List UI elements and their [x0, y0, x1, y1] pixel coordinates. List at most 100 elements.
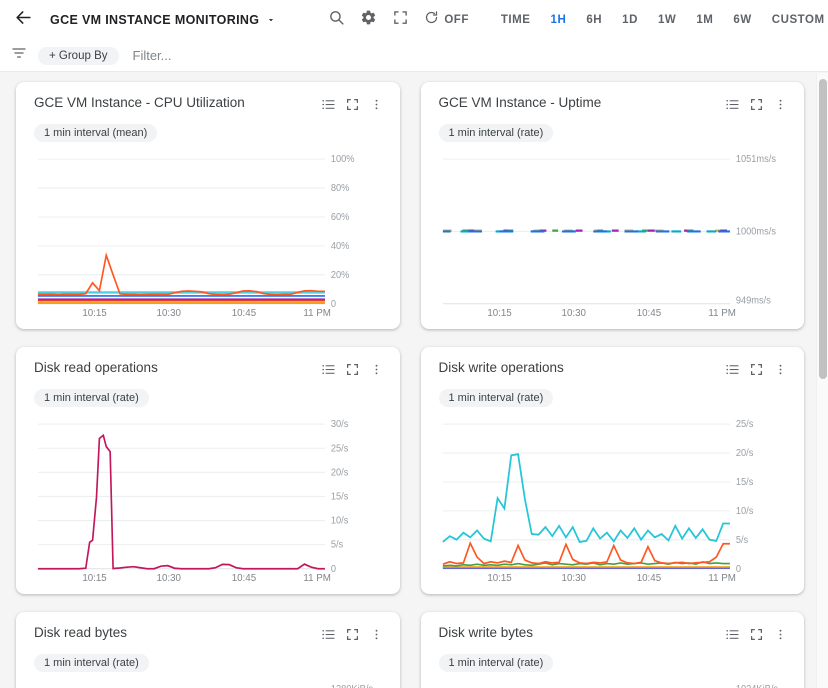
vertical-scrollbar[interactable]	[816, 73, 828, 688]
plot-area[interactable]: 1051ms/s 1000ms/s 949ms/s 10:15 10:30	[439, 151, 791, 319]
range-tab-6h[interactable]: 6H	[586, 14, 603, 26]
list-legend-icon[interactable]	[319, 625, 338, 644]
y-tick-label: 1280KiB/s	[331, 684, 374, 688]
chart-card-disk-read-operations[interactable]: Disk read operations 1 min interval (rat…	[16, 347, 400, 594]
fullscreen-button[interactable]	[384, 5, 416, 35]
chart-card-cpu-utilization[interactable]: GCE VM Instance - CPU Utilization 1 min …	[16, 82, 400, 329]
range-tab-1d[interactable]: 1D	[622, 14, 638, 26]
svg-text:10/s: 10/s	[331, 515, 349, 526]
svg-text:25/s: 25/s	[331, 443, 349, 454]
expand-icon[interactable]	[747, 95, 766, 114]
chart-card-disk-write-operations[interactable]: Disk write operations 1 min interval (ra…	[420, 347, 804, 594]
interval-chip: 1 min interval (rate)	[438, 654, 554, 672]
range-tab-1h[interactable]: 1H	[550, 14, 567, 26]
more-vert-icon[interactable]	[367, 95, 386, 114]
list-legend-icon[interactable]	[319, 360, 338, 379]
more-vert-icon[interactable]	[771, 360, 790, 379]
filter-list-button[interactable]	[6, 43, 32, 69]
chart-svg-disk-read-ops: 30/s 25/s 20/s 15/s 10/s 5/s 0 10:15 10:…	[37, 419, 349, 584]
card-header: GCE VM Instance - CPU Utilization	[34, 94, 386, 114]
group-by-chip[interactable]: + Group By	[38, 46, 119, 65]
scrollbar-thumb[interactable]	[819, 79, 827, 379]
card-title: Disk write operations	[438, 360, 564, 375]
expand-icon[interactable]	[343, 625, 362, 644]
range-tab-1m[interactable]: 1M	[696, 14, 714, 26]
expand-icon[interactable]	[343, 360, 362, 379]
time-label: TIME	[500, 14, 531, 26]
svg-text:11 PM: 11 PM	[303, 573, 330, 584]
refresh-icon	[424, 10, 439, 30]
svg-text:11 PM: 11 PM	[303, 308, 330, 319]
search-button[interactable]	[320, 5, 352, 35]
chart-card-disk-read-bytes[interactable]: Disk read bytes 1 min interval (rate)	[16, 612, 400, 688]
chart-grid: GCE VM Instance - CPU Utilization 1 min …	[0, 73, 828, 688]
svg-text:20/s: 20/s	[735, 448, 753, 459]
card-actions	[723, 625, 790, 644]
x-tick-labels: 10:15 10:30 10:45 11 PM	[487, 308, 736, 319]
expand-icon[interactable]	[747, 360, 766, 379]
svg-text:15/s: 15/s	[735, 477, 753, 488]
plot-area[interactable]: 1280KiB/s	[34, 681, 386, 688]
plot-area[interactable]: 1024KiB/s	[439, 681, 791, 688]
chart-card-disk-write-bytes[interactable]: Disk write bytes 1 min interval (rate)	[420, 612, 804, 688]
back-button[interactable]	[10, 7, 36, 33]
interval-chip: 1 min interval (rate)	[34, 654, 149, 672]
svg-text:11 PM: 11 PM	[708, 573, 735, 584]
svg-text:10/s: 10/s	[735, 506, 753, 517]
svg-text:80%: 80%	[331, 183, 350, 194]
gridlines	[442, 423, 730, 570]
y-tick-labels: 100% 80% 60% 40% 20% 0	[331, 154, 355, 310]
series-lines	[37, 433, 325, 570]
svg-text:10:15: 10:15	[487, 573, 512, 584]
svg-text:10:45: 10:45	[232, 308, 257, 319]
plot-area[interactable]: 30/s 25/s 20/s 15/s 10/s 5/s 0 10:15 10:…	[34, 416, 386, 584]
svg-text:10:15: 10:15	[82, 308, 107, 319]
chevron-down-icon[interactable]	[266, 15, 276, 25]
list-legend-icon[interactable]	[723, 625, 742, 644]
chart-card-uptime[interactable]: GCE VM Instance - Uptime 1 min interval …	[420, 82, 804, 329]
card-actions	[319, 95, 386, 114]
svg-text:10:45: 10:45	[636, 573, 661, 584]
filter-input[interactable]	[130, 42, 816, 69]
x-tick-labels: 10:15 10:30 10:45 11 PM	[82, 308, 331, 319]
fullscreen-icon	[393, 10, 408, 30]
more-vert-icon[interactable]	[367, 625, 386, 644]
more-vert-icon[interactable]	[367, 360, 386, 379]
more-vert-icon[interactable]	[771, 625, 790, 644]
plot-area[interactable]: 25/s 20/s 15/s 10/s 5/s 0	[439, 416, 791, 584]
range-tab-1w[interactable]: 1W	[657, 14, 677, 26]
auto-refresh-toggle[interactable]: OFF	[424, 10, 469, 30]
svg-text:60%: 60%	[331, 212, 350, 223]
interval-chip: 1 min interval (mean)	[34, 124, 158, 142]
range-tab-6w[interactable]: 6W	[733, 14, 752, 26]
card-title: GCE VM Instance - CPU Utilization	[34, 95, 245, 110]
settings-button[interactable]	[352, 5, 384, 35]
svg-text:1051ms/s: 1051ms/s	[735, 154, 775, 165]
expand-icon[interactable]	[747, 625, 766, 644]
y-tick-label: 1024KiB/s	[735, 684, 778, 688]
toolbar-icons: OFF	[320, 5, 469, 35]
dashboard-title-menu[interactable]: GCE VM INSTANCE MONITORING	[36, 13, 276, 27]
x-tick-labels: 10:15 10:30 10:45 11 PM	[82, 573, 331, 584]
expand-icon[interactable]	[343, 95, 362, 114]
svg-text:40%: 40%	[331, 241, 350, 252]
svg-text:100%: 100%	[331, 154, 355, 165]
svg-text:949ms/s: 949ms/s	[735, 296, 770, 307]
range-tab-custom[interactable]: CUSTOM	[771, 14, 825, 26]
svg-text:11 PM: 11 PM	[708, 308, 735, 319]
dashboard-content: GCE VM Instance - CPU Utilization 1 min …	[0, 73, 828, 688]
chart-svg-uptime: 1051ms/s 1000ms/s 949ms/s 10:15 10:30	[442, 154, 776, 319]
filter-list-icon	[11, 45, 27, 66]
card-title: GCE VM Instance - Uptime	[438, 95, 602, 110]
list-legend-icon[interactable]	[723, 360, 742, 379]
list-legend-icon[interactable]	[319, 95, 338, 114]
more-vert-icon[interactable]	[771, 95, 790, 114]
card-header: Disk read operations	[34, 359, 386, 379]
svg-text:5/s: 5/s	[735, 535, 748, 546]
list-legend-icon[interactable]	[723, 95, 742, 114]
plot-area[interactable]: 100% 80% 60% 40% 20% 0	[34, 151, 386, 319]
card-title: Disk write bytes	[438, 625, 534, 640]
arrow-back-icon	[14, 8, 33, 32]
svg-text:25/s: 25/s	[735, 419, 753, 430]
app-bar: GCE VM INSTANCE MONITORING	[0, 0, 828, 40]
